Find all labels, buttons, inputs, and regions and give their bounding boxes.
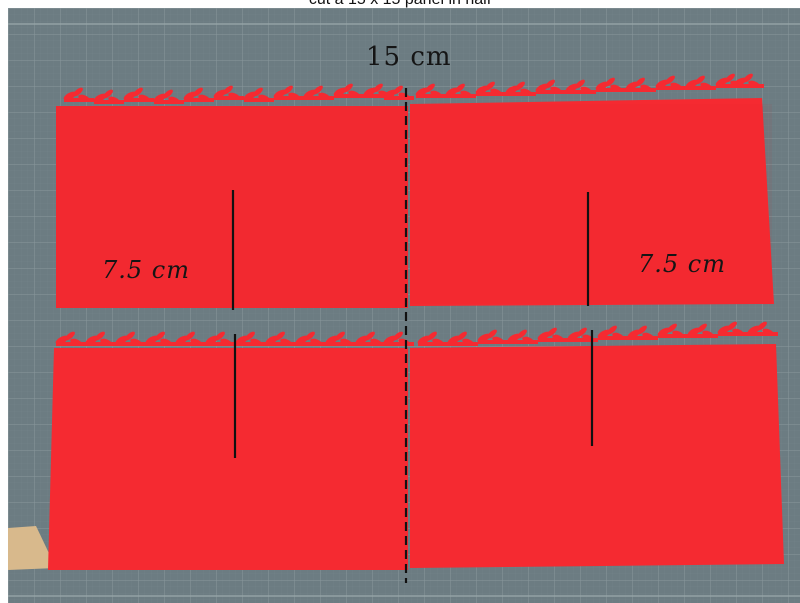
photo-svg xyxy=(8,8,800,603)
craft-photo: 15 cm 7.5 cm 7.5 cm xyxy=(8,8,800,603)
paper-panel-bottom-right xyxy=(410,320,784,568)
width-label: 15 cm xyxy=(366,42,452,72)
paper-panel-bottom-left xyxy=(48,330,414,570)
height-label-right: 7.5 cm xyxy=(638,250,726,278)
tan-paper-corner xyxy=(8,526,56,570)
height-label-left: 7.5 cm xyxy=(102,256,190,284)
paper-panel-top-right xyxy=(410,72,774,306)
caption: cut a 15 x 15 panel in half xyxy=(0,0,800,8)
